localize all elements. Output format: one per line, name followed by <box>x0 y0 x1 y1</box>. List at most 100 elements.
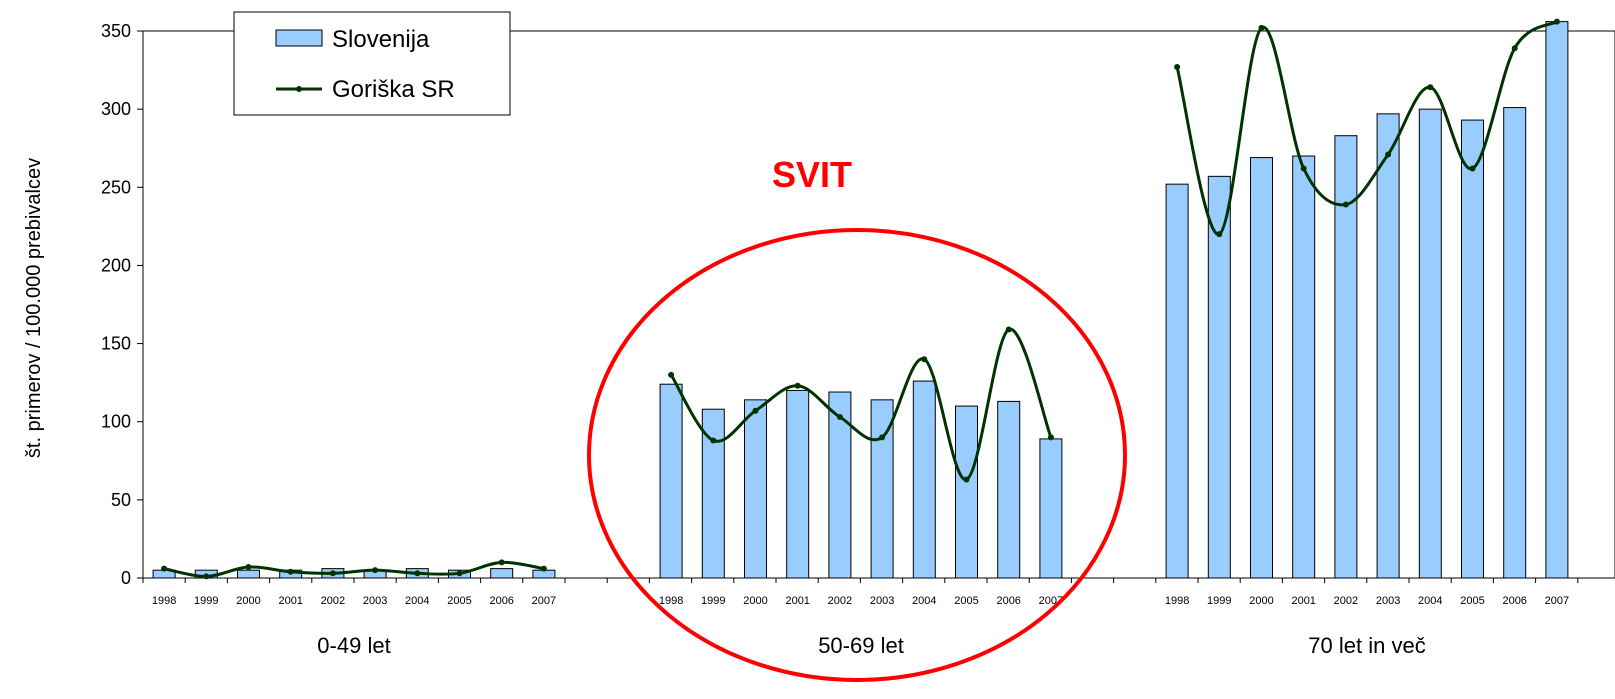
point-goriska <box>921 356 928 363</box>
point-goriska <box>794 382 801 389</box>
x-tick-label: 1999 <box>194 595 218 607</box>
x-tick-label: 2003 <box>870 595 894 607</box>
point-goriska <box>1469 165 1476 172</box>
x-tick-label: 1999 <box>1207 595 1231 607</box>
x-tick-label: 1998 <box>152 595 176 607</box>
bar-slovenija <box>1292 155 1316 579</box>
x-tick-label: 1999 <box>701 595 725 607</box>
point-goriska <box>1174 63 1181 70</box>
point-goriska <box>1216 231 1223 238</box>
point-goriska <box>372 567 379 574</box>
point-goriska <box>329 570 336 577</box>
y-tick-label: 0 <box>121 568 131 588</box>
x-tick-label: 2001 <box>785 595 809 607</box>
point-goriska <box>1553 18 1560 25</box>
bar-slovenija <box>786 389 810 579</box>
bar-slovenija <box>870 399 894 579</box>
group-label: 70 let in več <box>1308 633 1425 658</box>
x-tick-label: 2002 <box>1334 595 1358 607</box>
x-tick-label: 2002 <box>828 595 852 607</box>
bar-slovenija <box>490 568 514 579</box>
bar-slovenija <box>659 383 683 579</box>
y-axis-title: št. primerov / 100.000 prebivalcev <box>23 158 45 458</box>
point-goriska <box>540 565 547 572</box>
x-tick-label: 2000 <box>236 595 260 607</box>
x-tick-label: 2004 <box>405 595 429 607</box>
line-goriska <box>1175 20 1558 236</box>
bar-slovenija <box>1376 113 1400 579</box>
x-tick-label: 2007 <box>1545 595 1569 607</box>
point-goriska <box>456 570 463 577</box>
x-tick-label: 2000 <box>1249 595 1273 607</box>
point-goriska <box>287 568 294 575</box>
point-goriska <box>963 476 970 483</box>
x-tick-label: 2003 <box>1376 595 1400 607</box>
bar-slovenija <box>828 391 852 579</box>
bar-slovenija <box>955 405 978 579</box>
x-tick-label: 2001 <box>1291 595 1315 607</box>
y-tick-label: 50 <box>111 490 131 510</box>
x-tick-label: 2006 <box>489 595 513 607</box>
x-tick-label: 1998 <box>1165 595 1189 607</box>
legend-box <box>233 11 511 116</box>
point-goriska <box>752 407 759 414</box>
bar-slovenija <box>1418 108 1442 579</box>
bar-slovenija <box>1039 438 1063 579</box>
x-tick-label: 2007 <box>532 595 556 607</box>
point-goriska <box>668 371 675 378</box>
x-tick-label: 2006 <box>996 595 1020 607</box>
point-goriska <box>1005 326 1012 333</box>
point-goriska <box>414 570 421 577</box>
point-goriska <box>1511 45 1518 52</box>
bar-slovenija <box>1165 183 1189 579</box>
x-tick-label: 2000 <box>743 595 767 607</box>
x-tick-label: 2002 <box>321 595 345 607</box>
point-goriska <box>498 559 505 566</box>
svit-annotation: SVIT <box>587 154 1127 682</box>
x-tick-label: 2005 <box>1460 595 1484 607</box>
y-tick-label: 200 <box>101 255 131 275</box>
point-goriska <box>1385 151 1392 158</box>
bar-slovenija <box>1461 119 1484 579</box>
point-goriska <box>245 564 252 571</box>
x-axis: 1998 1999 2000 2001 2002 2003 2004 2005 2006 2007… <box>142 578 1579 658</box>
bar-slovenija <box>1545 21 1569 579</box>
legend-label-goriska: Goriška SR <box>332 76 455 103</box>
group-label: 0-49 let <box>317 633 390 658</box>
bar-slovenija <box>997 400 1021 579</box>
line-goriska <box>163 560 545 578</box>
legend-label-slovenija: Slovenija <box>332 26 430 53</box>
legend-marker-goriska <box>296 86 302 92</box>
x-tick-label: 2005 <box>954 595 978 607</box>
y-tick-label: 100 <box>101 412 131 432</box>
point-goriska <box>1342 201 1349 208</box>
x-tick-label: 1998 <box>659 595 683 607</box>
bar-slovenija <box>912 380 936 579</box>
lines-goriska <box>161 18 1560 580</box>
x-tick-label: 2003 <box>363 595 387 607</box>
point-goriska <box>1427 84 1434 91</box>
point-goriska <box>836 414 843 421</box>
point-goriska <box>1047 434 1054 441</box>
svit-ellipse <box>587 228 1127 682</box>
x-tick-label: 2004 <box>912 595 936 607</box>
bar-slovenija <box>1207 175 1231 579</box>
bar-slovenija <box>1334 135 1358 579</box>
point-goriska <box>203 573 210 580</box>
group-label: 50-69 let <box>818 633 904 658</box>
bar-slovenija <box>237 569 260 579</box>
x-tick-label: 2001 <box>278 595 302 607</box>
bar-slovenija <box>744 399 767 579</box>
x-tick-label: 2004 <box>1418 595 1442 607</box>
y-axis: 0 50 100 150 200 250 300 350 <box>101 21 143 588</box>
x-tick-label: 2006 <box>1502 595 1526 607</box>
legend-swatch-slovenija <box>275 29 323 47</box>
svit-label: SVIT <box>772 154 852 195</box>
bar-slovenija <box>1250 157 1273 579</box>
bar-slovenija <box>1503 107 1527 579</box>
bars-slovenija <box>152 21 1569 579</box>
bar-slovenija <box>701 408 725 579</box>
y-tick-label: 250 <box>101 177 131 197</box>
y-tick-label: 150 <box>101 334 131 354</box>
